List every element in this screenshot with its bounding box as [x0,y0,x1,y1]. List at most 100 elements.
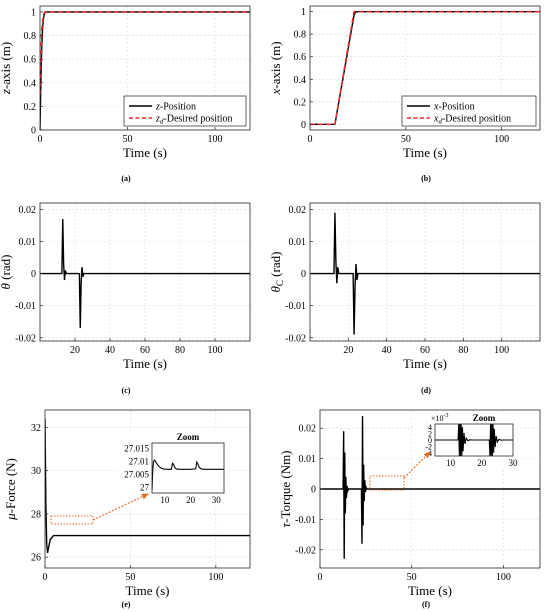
zoom-region-box [369,475,405,491]
legend-entry: x-Position [433,102,475,113]
inset-y-tick-label: 27.01 [129,456,149,466]
panel-caption: (f) [422,600,430,609]
y-tick-label: 0.8 [24,31,37,42]
inset-y-tick-label: -2 [425,442,432,451]
x-tick-label: 100 [494,134,509,145]
x-tick-label: 60 [420,345,430,356]
axes-frame [44,409,251,569]
panel-caption: (d) [421,386,431,395]
chart-panel-a: 0 50 100 0 0.2 0.4 0.6 0.8 1 Time (s) z-axis (m) (a… [0,5,251,183]
y-tick-label: 0.01 [299,454,317,465]
chart-panel-c: 20 40 60 80 100 -0.02 -0.01 0 0.01 0.02 Time (s) θ … [0,202,251,395]
x-tick-label: 50 [123,134,133,145]
y-tick-label: 0.8 [294,30,307,41]
zoom-region-box [50,515,94,525]
y-axis-label: τ-Torque (Nm) [278,450,293,527]
panel-caption: (e) [122,600,131,609]
series-line-0 [320,416,540,559]
y-tick-label: 0.4 [24,78,37,89]
inset-y-tick-label: 0 [428,436,432,445]
x-tick-label: 100 [496,572,511,583]
x-tick-label: 20 [343,345,353,356]
y-tick-label: -0.01 [295,515,316,526]
y-tick-label: 0 [301,120,306,131]
y-tick-label: 0.02 [289,205,307,216]
axes-frame [309,5,541,131]
x-tick-label: 60 [140,345,150,356]
inset-x-tick-label: 10 [446,458,456,468]
x-tick-label: 20 [70,345,80,356]
y-tick-label: 0 [311,485,316,496]
y-tick-label: 0 [31,269,36,280]
y-tick-label: 0.2 [24,102,37,113]
y-tick-label: 30 [31,466,41,477]
y-tick-label: 0.02 [19,205,37,216]
y-tick-label: -0.02 [295,545,316,556]
chart-panel-d: 20 40 60 80 100 -0.02 -0.01 0 0.01 0.02 Time (s) θC… [268,202,541,395]
y-tick-label: 28 [31,509,41,520]
y-tick-label: 26 [31,553,41,564]
x-tick-label: 0 [43,572,48,583]
series-line-0 [310,212,540,335]
y-axis-label: z-axis (m) [0,42,13,95]
x-axis-label: Time (s) [403,145,447,160]
series-line-0 [45,418,250,553]
y-axis-label: μ-Force (N) [3,458,18,521]
inset-y-tick-label: 2 [428,430,432,439]
series-line-1 [40,11,250,95]
x-tick-label: 0 [38,134,43,145]
grid [40,203,250,341]
x-tick-label: 0 [308,134,313,145]
x-tick-label: 80 [458,345,468,356]
chart-panel-b: 0 50 100 0 0.2 0.4 0.6 0.8 1 Time (s) x-axis (m) (b… [268,5,541,183]
inset-exponent: ×10-3 [431,413,449,423]
inset-frame [151,442,225,494]
x-tick-label: 50 [125,572,135,583]
y-tick-label: -0.02 [285,333,306,344]
inset-x-tick-label: 10 [160,495,170,505]
y-tick-label: -0.01 [15,301,36,312]
legend-entry: zd-Desired position [155,114,233,126]
x-tick-label: 100 [208,572,223,583]
y-tick-label: 1 [301,7,306,18]
legend-box [401,95,537,127]
inset-y-tick-label: 27.005 [124,470,149,480]
inset-x-tick-label: 30 [509,458,519,468]
inset-series-line [152,459,224,491]
y-tick-label: 0.6 [24,55,37,66]
x-tick-label: 50 [407,572,417,583]
y-tick-label: 0.2 [294,97,307,108]
y-axis-label: θ (rad) [0,255,13,290]
x-tick-label: 100 [494,345,509,356]
x-tick-label: 40 [382,345,392,356]
x-tick-label: 40 [105,345,115,356]
y-tick-label: 1 [31,7,36,18]
legend-box [123,95,247,127]
y-tick-label: 32 [31,423,41,434]
y-axis-label: x-axis (m) [268,41,283,95]
inset-y-tick-label: 4 [428,423,432,432]
x-axis-label: Time (s) [408,583,452,598]
x-axis-label: Time (s) [403,356,447,371]
legend-entry: z-Position [155,102,196,113]
x-axis-label: Time (s) [126,583,170,598]
zoom-inset: 10 20 30 27 27.005 27.01 27.015 Zoom [118,431,228,507]
y-tick-label: -0.02 [15,333,36,344]
inset-title: Zoom [473,413,496,423]
inset-x-tick-label: 30 [212,495,222,505]
zoom-arrow [403,451,431,479]
panel-caption: (b) [421,174,431,183]
inset-x-tick-label: 20 [477,458,487,468]
y-tick-label: 0.01 [19,237,37,248]
inset-series-line [435,424,513,456]
x-tick-label: 80 [175,345,185,356]
axes-frame [39,5,251,131]
y-tick-label: 0.02 [299,424,317,435]
x-tick-label: 0 [318,572,323,583]
grid [310,203,540,341]
x-tick-label: 100 [208,134,223,145]
series-line-1 [310,10,540,126]
